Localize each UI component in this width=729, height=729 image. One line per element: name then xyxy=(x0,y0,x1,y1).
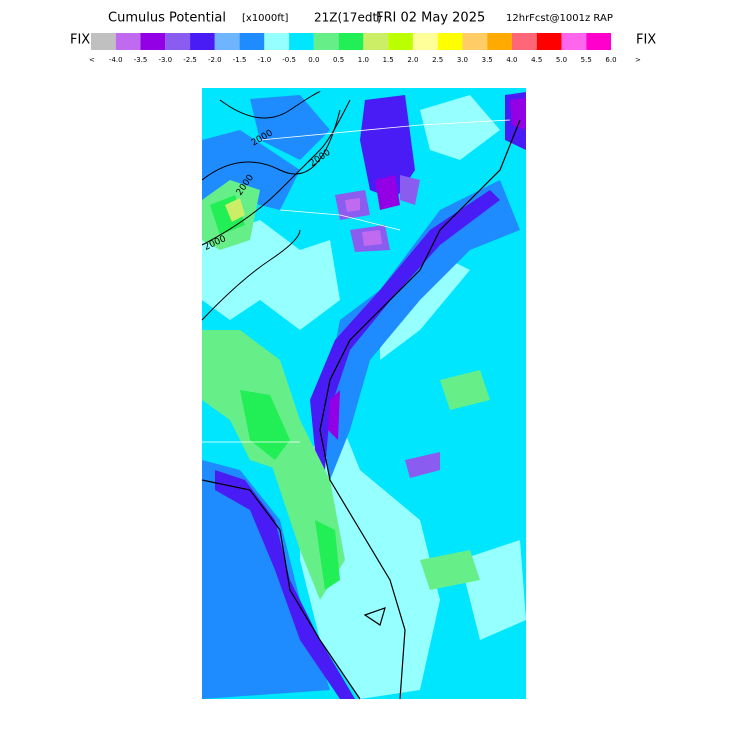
model: 12hrFcst@1001z RAP xyxy=(506,13,613,24)
valid-time: 21Z(17edt) xyxy=(314,11,382,25)
legend-swatch xyxy=(586,33,611,50)
borders xyxy=(202,119,511,443)
legend: -4.0 -3.5 -3.0 -2.5 -2.0 -1.5 -1.0 -0.5 0.0 0.5 1.… xyxy=(91,33,617,64)
legend-label: -2.5 xyxy=(183,56,197,64)
legend-label: 2.0 xyxy=(407,56,418,64)
legend-label: 5.5 xyxy=(581,56,592,64)
legend-swatch xyxy=(91,33,116,50)
legend-label: -1.0 xyxy=(257,56,271,64)
legend-left-arrow: < xyxy=(89,56,95,64)
title: Cumulus Potential xyxy=(108,11,226,26)
legend-label: -0.5 xyxy=(282,56,296,64)
header: Cumulus Potential [x1000ft] 21Z(17edt) F… xyxy=(108,11,613,26)
legend-label: 0.0 xyxy=(308,56,319,64)
legend-label: -3.5 xyxy=(134,56,148,64)
legend-swatch xyxy=(165,33,191,50)
legend-swatch xyxy=(462,33,488,50)
legend-swatch xyxy=(363,33,389,50)
legend-swatch xyxy=(115,33,141,50)
legend-swatch xyxy=(264,33,290,50)
legend-label: 4.5 xyxy=(531,56,542,64)
legend-swatch xyxy=(214,33,240,50)
legend-label: 0.5 xyxy=(333,56,344,64)
legend-label: 3.0 xyxy=(457,56,468,64)
coastline xyxy=(201,119,521,700)
legend-swatch xyxy=(412,33,438,50)
legend-swatch xyxy=(388,33,413,50)
date: FRI 02 May 2025 xyxy=(376,11,485,26)
field-lavender xyxy=(345,198,382,246)
legend-label: 1.0 xyxy=(358,56,369,64)
legend-swatch xyxy=(313,33,339,50)
legend-right-arrow: > xyxy=(635,56,641,64)
legend-label: -3.0 xyxy=(158,56,172,64)
legend-swatch xyxy=(190,33,215,50)
field-purple xyxy=(328,98,526,440)
legend-label: 4.0 xyxy=(506,56,517,64)
legend-swatch xyxy=(511,33,537,50)
contours xyxy=(201,91,351,321)
legend-right: FIX xyxy=(636,33,656,48)
legend-swatch xyxy=(239,33,265,50)
legend-swatch xyxy=(140,33,166,50)
legend-label: 6.0 xyxy=(605,56,616,64)
legend-swatch xyxy=(289,33,314,50)
legend-swatch xyxy=(338,33,364,50)
legend-swatch xyxy=(561,33,587,50)
field-yellow-green xyxy=(225,198,245,222)
units: [x1000ft] xyxy=(242,13,289,24)
legend-left: FIX xyxy=(70,33,90,48)
legend-label: 5.0 xyxy=(556,56,567,64)
legend-label: -1.5 xyxy=(233,56,247,64)
legend-label: -2.0 xyxy=(208,56,222,64)
legend-label: 3.5 xyxy=(482,56,493,64)
field-light-cyan xyxy=(202,95,526,699)
legend-swatch xyxy=(536,33,562,50)
legend-label: 2.5 xyxy=(432,56,443,64)
legend-swatch xyxy=(487,33,512,50)
legend-swatch xyxy=(437,33,463,50)
legend-label: -4.0 xyxy=(109,56,123,64)
legend-label: 1.5 xyxy=(383,56,394,64)
